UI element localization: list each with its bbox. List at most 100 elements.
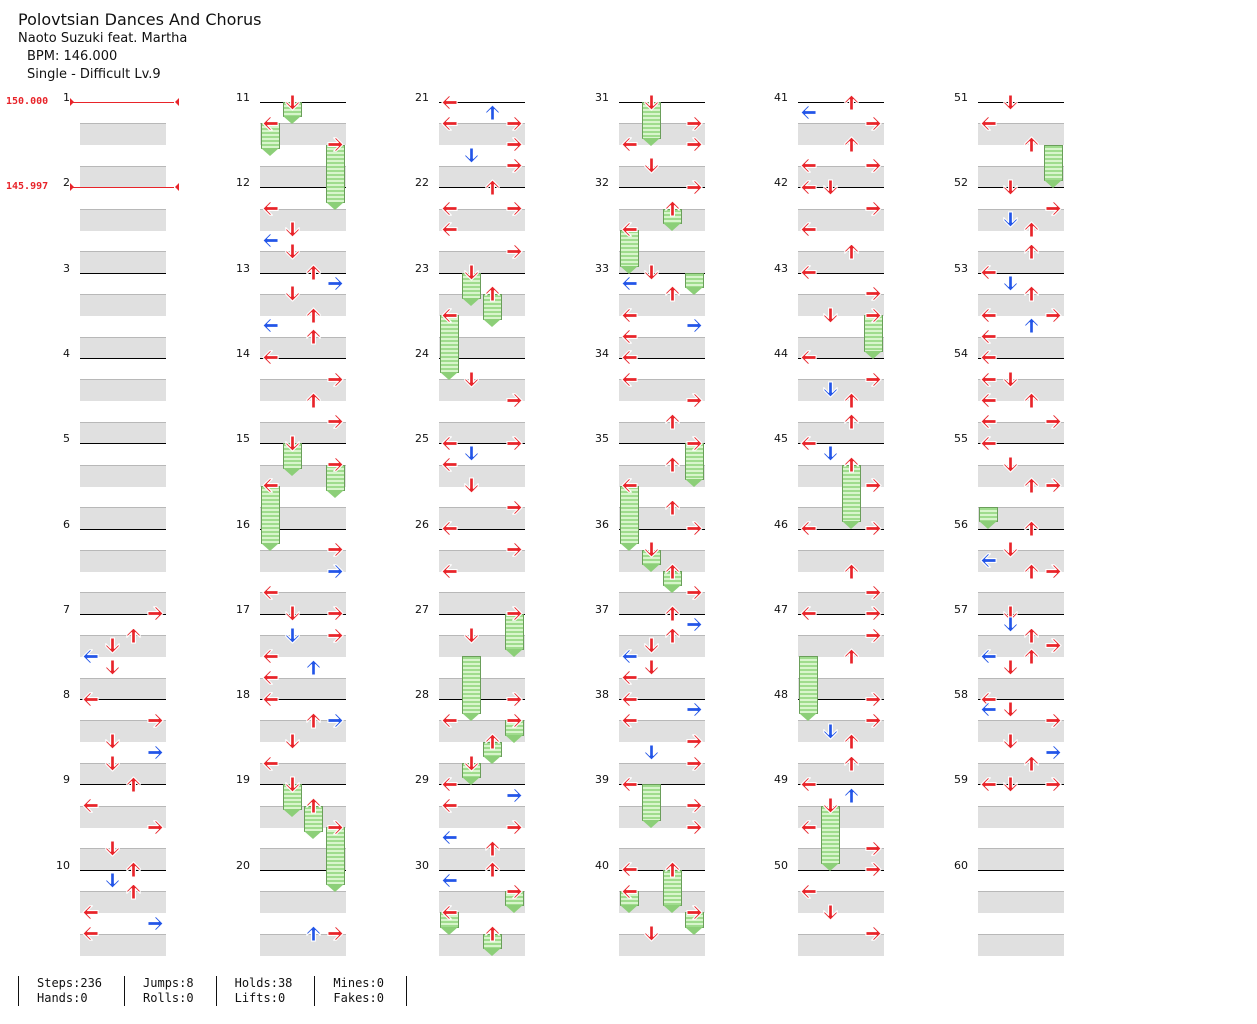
- beat-band: [798, 848, 884, 871]
- right-arrow-icon: [326, 626, 345, 645]
- left-arrow-icon: [620, 690, 639, 709]
- measure-line: [798, 613, 884, 615]
- measure-number: 55: [954, 432, 968, 446]
- measure-number: 24: [415, 346, 429, 360]
- down-arrow-icon: [283, 284, 302, 303]
- right-arrow-icon: [685, 615, 704, 634]
- down-arrow-icon: [283, 604, 302, 623]
- left-arrow-icon: [440, 796, 459, 815]
- right-arrow-icon: [505, 114, 524, 133]
- measure-line: [80, 869, 166, 871]
- measure-line: [978, 869, 1064, 871]
- beat-band: [260, 677, 346, 700]
- right-arrow-icon: [864, 519, 883, 538]
- left-arrow-icon: [440, 455, 459, 474]
- beat-band: [260, 251, 346, 274]
- stats-bar: Steps:236 Hands:0 Jumps:8 Rolls:0 Holds:…: [18, 976, 408, 1006]
- left-arrow-icon: [620, 860, 639, 879]
- measure-line: [80, 528, 166, 530]
- up-arrow-icon: [842, 391, 861, 410]
- beat-band: [260, 549, 346, 572]
- measure-line: [80, 613, 166, 615]
- left-arrow-icon: [261, 583, 280, 602]
- hold-note: [820, 805, 840, 871]
- right-arrow-icon: [864, 924, 883, 943]
- beat-band: [798, 805, 884, 828]
- right-arrow-icon: [685, 391, 704, 410]
- up-arrow-icon: [483, 860, 502, 879]
- left-arrow-icon: [979, 690, 998, 709]
- beat-band: [619, 421, 705, 444]
- measure-number: 52: [954, 176, 968, 190]
- right-arrow-icon: [326, 274, 345, 293]
- right-arrow-icon: [505, 882, 524, 901]
- measure-number: 22: [415, 176, 429, 190]
- left-arrow-icon: [620, 306, 639, 325]
- left-arrow-icon: [620, 274, 639, 293]
- measure-number: 50: [774, 858, 788, 872]
- up-arrow-icon: [663, 455, 682, 474]
- left-arrow-icon: [261, 316, 280, 335]
- beat-band: [260, 421, 346, 444]
- stat-holds: Holds:38: [234, 976, 293, 990]
- beat-band: [619, 805, 705, 828]
- right-arrow-icon: [864, 199, 883, 218]
- bpm-change-label: 150.000: [6, 96, 49, 107]
- left-arrow-icon: [620, 882, 639, 901]
- up-arrow-icon: [842, 135, 861, 154]
- beat-band: [439, 592, 525, 615]
- measure-number: 16: [236, 517, 250, 531]
- left-arrow-icon: [979, 775, 998, 794]
- left-arrow-icon: [799, 604, 818, 623]
- down-arrow-icon: [103, 658, 122, 677]
- left-arrow-icon: [81, 690, 100, 709]
- left-arrow-icon: [440, 93, 459, 112]
- measure-line: [260, 102, 346, 103]
- right-arrow-icon: [505, 711, 524, 730]
- stat-fakes: Fakes:0: [333, 991, 384, 1005]
- beat-band: [978, 592, 1064, 615]
- right-arrow-icon: [685, 316, 704, 335]
- left-arrow-icon: [620, 220, 639, 239]
- measure-line: [978, 784, 1064, 786]
- measure-line: [798, 357, 884, 359]
- beat-band: [439, 507, 525, 530]
- beat-band: [439, 635, 525, 658]
- beat-band: [798, 379, 884, 402]
- measure-number: 26: [415, 517, 429, 531]
- measure-number: 13: [236, 261, 250, 275]
- left-arrow-icon: [440, 871, 459, 890]
- down-arrow-icon: [103, 636, 122, 655]
- beat-band: [798, 336, 884, 359]
- measure-number: 25: [415, 432, 429, 446]
- left-arrow-icon: [440, 519, 459, 538]
- measure-line: [798, 272, 884, 274]
- beat-band: [978, 336, 1064, 359]
- measure-number: 38: [595, 688, 609, 702]
- left-arrow-icon: [261, 348, 280, 367]
- measure-line: [260, 528, 346, 530]
- up-arrow-icon: [842, 242, 861, 261]
- measure-line: [619, 187, 705, 189]
- left-arrow-icon: [261, 647, 280, 666]
- right-arrow-icon: [326, 455, 345, 474]
- right-arrow-icon: [326, 540, 345, 559]
- measure-number: 58: [954, 688, 968, 702]
- measure-number: 53: [954, 261, 968, 275]
- measure-line: [619, 869, 705, 871]
- stat-mines: Mines:0: [333, 976, 384, 990]
- measure-line: [619, 272, 705, 274]
- up-arrow-icon: [1022, 316, 1041, 335]
- bpm-change-tick: [171, 183, 179, 192]
- down-arrow-icon: [821, 903, 840, 922]
- up-arrow-icon: [304, 327, 323, 346]
- up-arrow-icon: [663, 626, 682, 645]
- song-bpm: BPM: 146.000: [27, 49, 118, 64]
- left-arrow-icon: [979, 327, 998, 346]
- measure-line: [619, 528, 705, 530]
- up-arrow-icon: [842, 786, 861, 805]
- left-arrow-icon: [799, 103, 818, 122]
- right-arrow-icon: [326, 135, 345, 154]
- measure-number: 46: [774, 517, 788, 531]
- beat-band: [439, 763, 525, 786]
